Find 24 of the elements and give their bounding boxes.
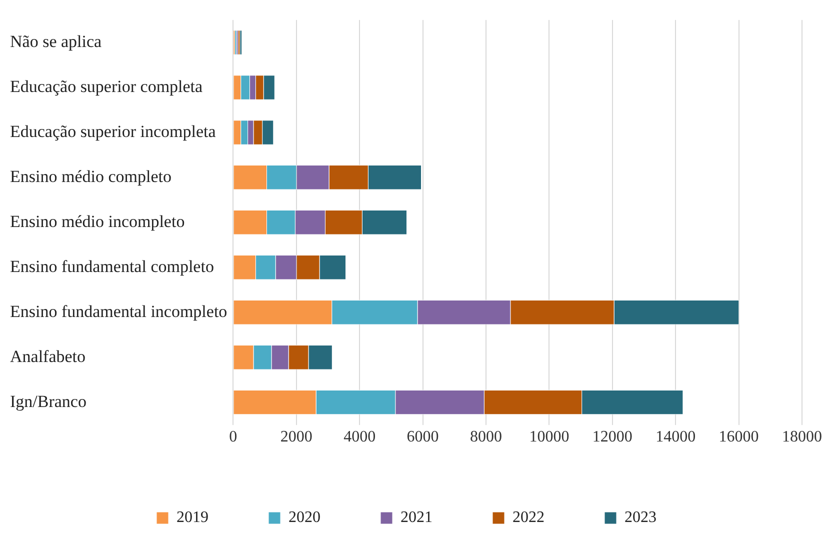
x-tick-label: 4000 (344, 428, 376, 446)
y-tick-label: Ensino médio completo (10, 166, 172, 186)
y-tick-label: Analfabeto (10, 346, 86, 366)
legend-label: 2021 (400, 509, 432, 526)
y-tick-label: Ensino fundamental completo (10, 256, 214, 276)
y-tick-label: Ign/Branco (10, 392, 86, 411)
y-tick-label: Ensino médio incompleto (10, 212, 185, 231)
x-tick-label: 2000 (280, 428, 312, 446)
x-tick-label: 10000 (529, 428, 570, 446)
x-tick-label: 6000 (406, 428, 439, 446)
x-tick-label: 12000 (592, 428, 632, 446)
legend-label: 2023 (624, 509, 656, 526)
x-tick-label: 16000 (718, 428, 759, 446)
x-tick-label: 8000 (470, 428, 502, 446)
x-tick-label: 14000 (656, 428, 696, 446)
y-tick-label: Educação superior completa (10, 76, 204, 96)
y-tick-label: Ensino fundamental incompleto (10, 302, 228, 321)
x-tick-label: 0 (229, 428, 238, 446)
legend-label: 2019 (176, 509, 208, 526)
legend-label: 2020 (288, 509, 320, 526)
y-tick-label: Educação superior incompleta (10, 122, 216, 141)
y-tick-label: Não se aplica (10, 32, 102, 51)
legend-label: 2022 (512, 509, 544, 526)
x-tick-label: 18000 (782, 428, 822, 446)
